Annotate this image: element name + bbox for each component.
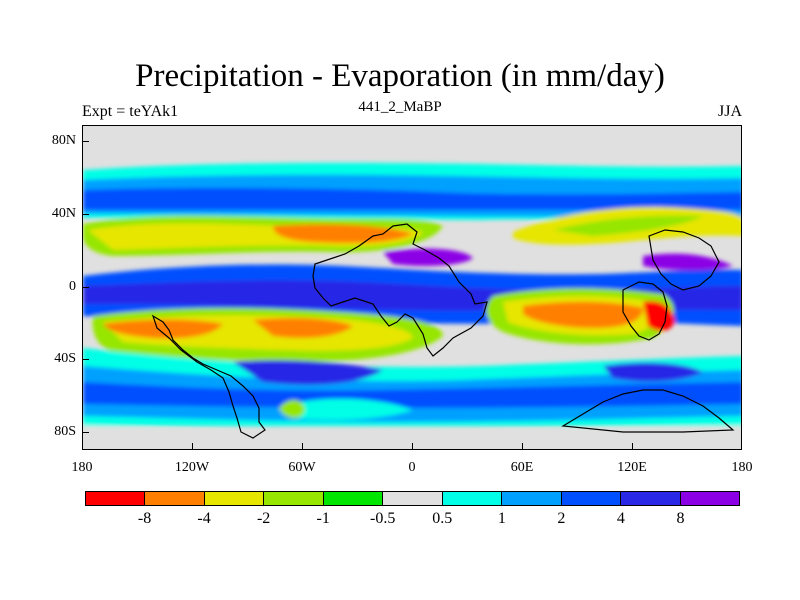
colorbar-label: -8 (137, 510, 152, 527)
colorbar-swatch (442, 492, 503, 505)
lon-label-180w: 180 (71, 460, 93, 475)
tick-80n (82, 141, 89, 142)
tick-120e (632, 443, 633, 450)
period-label: 441_2_MaBP (358, 99, 442, 115)
map-panel (82, 125, 742, 450)
plot-title: Precipitation - Evaporation (in mm/day) (135, 58, 665, 94)
tick-60e (522, 443, 523, 450)
tick-40s (82, 359, 89, 360)
colorbar-label: 4 (616, 510, 625, 527)
colorbar-swatch (86, 492, 146, 505)
australia-outline (622, 281, 668, 341)
colorbar (85, 491, 740, 506)
colorbar-swatch (323, 492, 384, 505)
lon-label-120w: 120W (174, 460, 210, 475)
tick-60w (302, 443, 303, 450)
lon-label-60w: 60W (288, 460, 316, 475)
lat-label-80s: 80S (54, 424, 76, 439)
colorbar-label: 2 (557, 510, 566, 527)
lon-label-60e: 60E (510, 460, 534, 475)
tick-80s (82, 432, 89, 433)
tick-equator (82, 287, 89, 288)
experiment-label: Expt = teYAk1 (82, 103, 179, 120)
lat-label-80n: 80N (51, 133, 76, 148)
precip-evap-field (83, 126, 741, 449)
colorbar-swatch (621, 492, 681, 505)
colorbar-swatch (561, 492, 622, 505)
colorbar-label: -0.5 (370, 510, 396, 527)
colorbar-label: 8 (676, 510, 685, 527)
colorbar-label: -2 (256, 510, 271, 527)
colorbar-swatch (502, 492, 562, 505)
south-america-outline (151, 314, 266, 439)
lon-label-120e: 120E (617, 460, 647, 475)
colorbar-swatch (145, 492, 205, 505)
colorbar-label: 0.5 (432, 510, 453, 527)
season-label: JJA (717, 103, 742, 120)
lon-label-180e: 180 (731, 460, 753, 475)
east-asia-outline (648, 229, 720, 291)
tick-40n (82, 214, 89, 215)
colorbar-swatch (204, 492, 265, 505)
tick-0 (412, 443, 413, 450)
lat-label-equator: 0 (69, 279, 76, 294)
colorbar-swatch (680, 492, 739, 505)
colorbar-swatch (383, 492, 443, 505)
colorbar-label: 1 (497, 510, 506, 527)
colorbar-label: -4 (197, 510, 211, 527)
antarctic-coast-outline (561, 389, 735, 433)
colorbar-swatch (264, 492, 324, 505)
africa-eurasia-outline (312, 223, 488, 357)
colorbar-label: -1 (316, 510, 330, 527)
lat-label-40n: 40N (51, 206, 76, 221)
lat-label-40s: 40S (54, 351, 76, 366)
lon-label-0: 0 (408, 460, 416, 475)
tick-120w (192, 443, 193, 450)
